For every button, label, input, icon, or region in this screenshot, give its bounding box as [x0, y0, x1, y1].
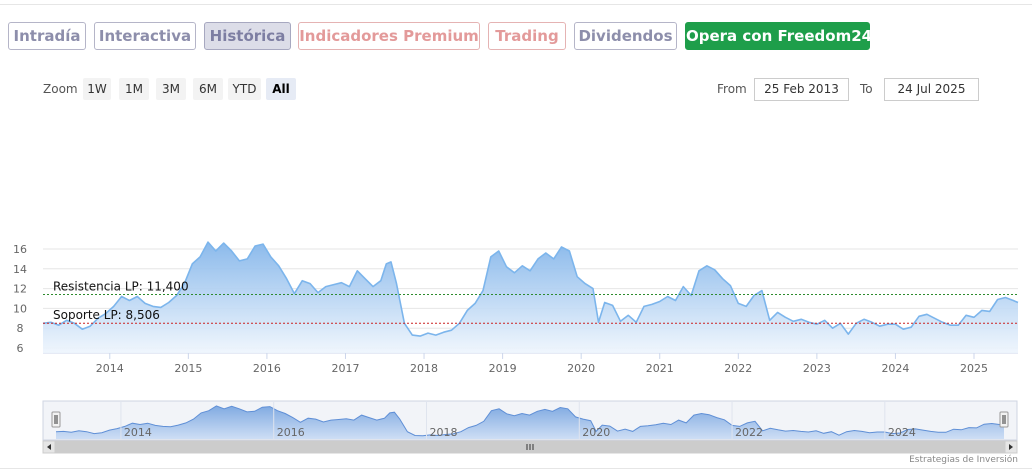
zoom-label: Zoom — [43, 82, 78, 96]
zoom-1w-button[interactable]: 1W — [83, 78, 111, 100]
x-tick-label: 2014 — [96, 362, 124, 375]
footer-divider — [0, 468, 1032, 469]
support-resistance-lines: Resistencia LP: 11,400 Soporte LP: 8,506 — [43, 280, 1018, 324]
from-label: From — [717, 82, 747, 96]
tab-interactiva[interactable]: Interactiva — [94, 22, 196, 50]
navigator-tick-label: 2024 — [888, 426, 916, 439]
x-tick-label: 2016 — [253, 362, 281, 375]
x-tick-label: 2018 — [410, 362, 438, 375]
to-date-input[interactable]: 24 Jul 2025 — [884, 78, 979, 101]
navigator: 2014 2016 2018 2020 2022 2024 — [42, 400, 1018, 454]
x-tick-label: 2021 — [646, 362, 674, 375]
zoom-6m-button[interactable]: 6M — [193, 78, 223, 100]
support-label: Soporte LP: 8,506 — [53, 308, 160, 322]
y-tick-label: 12 — [13, 283, 27, 296]
zoom-ytd-button[interactable]: YTD — [228, 78, 261, 100]
x-tick-label: 2017 — [331, 362, 359, 375]
from-date-input[interactable]: 25 Feb 2013 — [754, 78, 849, 101]
zoom-1m-button[interactable]: 1M — [119, 78, 149, 100]
y-axis: 6 8 10 12 14 16 — [13, 243, 27, 355]
y-tick-label: 16 — [13, 243, 27, 256]
tab-trading[interactable]: Trading — [488, 22, 566, 50]
zoom-all-button[interactable]: All — [266, 78, 296, 100]
tab-intradia[interactable]: Intradía — [8, 22, 86, 50]
navigator-scrollbar[interactable] — [42, 440, 1018, 454]
scrollbar-left-button — [42, 440, 56, 454]
navigator-right-handle[interactable] — [999, 411, 1009, 428]
scroll-left-arrow-icon — [47, 444, 51, 450]
scroll-right-arrow-icon — [1009, 444, 1013, 450]
navigator-area — [56, 405, 1004, 439]
grid-lines — [43, 248, 1018, 354]
tab-historica[interactable]: Histórica — [204, 22, 291, 50]
tab-dividendos[interactable]: Dividendos — [574, 22, 677, 50]
navigator-frame — [42, 400, 1018, 441]
x-tick-label: 2023 — [803, 362, 831, 375]
navigator-tick-label: 2014 — [124, 426, 152, 439]
x-tick-label: 2025 — [960, 362, 988, 375]
price-line — [42, 241, 1019, 337]
top-divider — [0, 4, 1032, 5]
zoom-3m-button[interactable]: 3M — [156, 78, 186, 100]
to-label: To — [860, 82, 873, 96]
x-tick-label: 2024 — [881, 362, 909, 375]
price-area — [43, 242, 1018, 353]
navigator-line — [55, 405, 1005, 437]
handle-body — [51, 411, 61, 428]
scrollbar-right-button — [1004, 440, 1018, 454]
handle-body — [999, 411, 1009, 428]
resistance-label: Resistencia LP: 11,400 — [53, 280, 189, 294]
navigator-left-handle[interactable] — [51, 411, 61, 428]
y-tick-label: 10 — [13, 302, 27, 315]
opera-con-freedom24-button[interactable]: Opera con Freedom24 — [685, 22, 872, 50]
x-tick-label: 2020 — [567, 362, 595, 375]
navigator-tick-label: 2022 — [735, 426, 763, 439]
scrollbar-thumb — [55, 440, 1005, 454]
y-tick-label: 8 — [17, 322, 24, 335]
tab-indicadores-premium[interactable]: Indicadores Premium — [298, 22, 480, 50]
y-tick-label: 6 — [17, 342, 24, 355]
x-axis: 2014 2015 2016 2017 2018 2019 2020 2021 2022 2023… — [96, 352, 988, 375]
navigator-tick-label: 2018 — [429, 426, 457, 439]
y-tick-label: 14 — [13, 263, 27, 276]
x-tick-label: 2015 — [174, 362, 202, 375]
scrollbar-track — [42, 440, 1018, 454]
navigator-tick-label: 2016 — [277, 426, 305, 439]
x-tick-label: 2019 — [489, 362, 517, 375]
x-tick-label: 2022 — [724, 362, 752, 375]
navigator-tick-label: 2020 — [582, 426, 610, 439]
credits-text: Estrategias de Inversión — [909, 455, 1018, 465]
